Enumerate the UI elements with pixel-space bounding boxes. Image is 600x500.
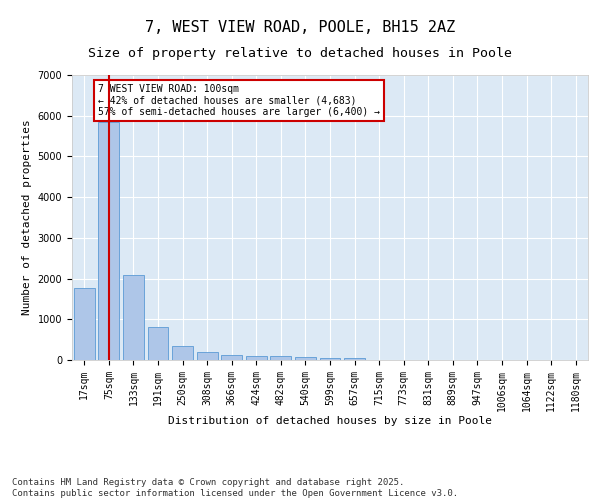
Y-axis label: Number of detached properties: Number of detached properties: [22, 120, 32, 316]
Bar: [246, 356, 267, 360]
Text: 7 WEST VIEW ROAD: 100sqm
← 42% of detached houses are smaller (4,683)
57% of sem: 7 WEST VIEW ROAD: 100sqm ← 42% of detach…: [98, 84, 380, 116]
Bar: [123, 276, 144, 360]
Bar: [74, 288, 95, 360]
Bar: [271, 356, 292, 360]
Bar: [98, 122, 119, 360]
Text: 7, WEST VIEW ROAD, POOLE, BH15 2AZ: 7, WEST VIEW ROAD, POOLE, BH15 2AZ: [145, 20, 455, 35]
Bar: [197, 352, 218, 360]
Bar: [320, 358, 340, 360]
Bar: [172, 346, 193, 360]
Bar: [344, 358, 365, 360]
Text: Contains HM Land Registry data © Crown copyright and database right 2025.
Contai: Contains HM Land Registry data © Crown c…: [12, 478, 458, 498]
X-axis label: Distribution of detached houses by size in Poole: Distribution of detached houses by size …: [168, 416, 492, 426]
Bar: [221, 356, 242, 360]
Bar: [295, 357, 316, 360]
Bar: [148, 326, 169, 360]
Text: Size of property relative to detached houses in Poole: Size of property relative to detached ho…: [88, 48, 512, 60]
